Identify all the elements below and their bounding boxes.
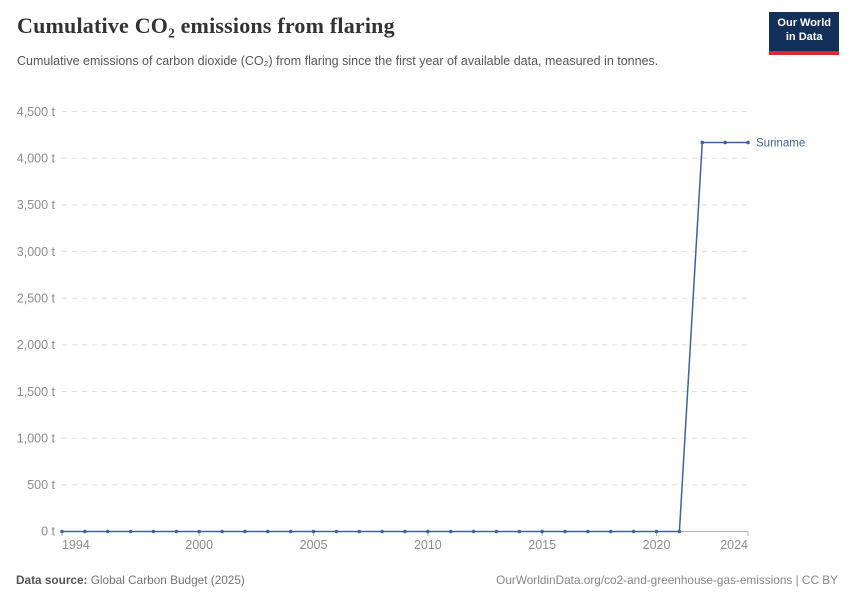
data-point[interactable] xyxy=(403,529,407,534)
chart-subtitle: Cumulative emissions of carbon dioxide (… xyxy=(17,54,659,68)
data-point[interactable] xyxy=(700,140,705,145)
data-point[interactable] xyxy=(60,529,64,534)
data-point[interactable] xyxy=(83,529,87,534)
x-tick-label: 2015 xyxy=(528,538,556,552)
x-tick-label: 2020 xyxy=(643,538,671,552)
data-point[interactable] xyxy=(357,529,362,534)
data-point[interactable] xyxy=(654,529,659,534)
y-tick-label: 1,500 t xyxy=(17,385,56,399)
data-source-value: Global Carbon Budget (2025) xyxy=(90,573,245,587)
data-point[interactable] xyxy=(197,529,201,534)
chart-title: Cumulative CO₂ emissions from flaring xyxy=(17,13,395,38)
data-point[interactable] xyxy=(471,529,476,534)
y-tick-label: 4,500 t xyxy=(17,105,56,119)
data-point[interactable] xyxy=(586,529,590,534)
data-point[interactable] xyxy=(151,529,156,534)
y-tick-label: 2,000 t xyxy=(17,338,56,352)
data-point[interactable] xyxy=(631,529,636,534)
x-tick-label: 2010 xyxy=(414,538,442,552)
data-point[interactable] xyxy=(494,529,499,534)
y-tick-label: 0 t xyxy=(41,525,55,539)
x-tick-label: 2005 xyxy=(300,538,328,552)
y-tick-label: 2,500 t xyxy=(17,291,56,305)
license-link[interactable]: OurWorldinData.org/co2-and-greenhouse-ga… xyxy=(496,573,838,587)
data-point[interactable] xyxy=(128,529,133,534)
data-point[interactable] xyxy=(243,529,247,534)
data-point[interactable] xyxy=(174,529,179,534)
data-point[interactable] xyxy=(723,140,727,145)
owid-logo[interactable]: Our World in Data xyxy=(769,12,839,55)
y-tick-label: 500 t xyxy=(27,478,55,492)
x-tick-label: 2000 xyxy=(185,538,213,552)
data-source-label: Data source: xyxy=(16,573,88,587)
series-label[interactable]: Suriname xyxy=(756,137,805,149)
data-point[interactable] xyxy=(380,529,384,534)
x-tick-label: 2024 xyxy=(720,538,748,552)
data-point[interactable] xyxy=(311,529,316,534)
y-tick-label: 4,000 t xyxy=(17,152,56,166)
data-point[interactable] xyxy=(609,529,613,534)
owid-logo-line2: in Data xyxy=(785,30,823,43)
x-tick-label: 1994 xyxy=(62,538,90,552)
y-tick-label: 1,000 t xyxy=(17,431,56,445)
data-point[interactable] xyxy=(105,529,110,534)
data-point[interactable] xyxy=(540,529,544,534)
data-point[interactable] xyxy=(563,529,567,534)
data-point[interactable] xyxy=(426,529,430,534)
trend-line xyxy=(62,141,748,533)
data-point[interactable] xyxy=(517,529,522,534)
owid-logo-line1: Our World xyxy=(777,17,831,29)
data-point[interactable] xyxy=(288,529,293,534)
data-point[interactable] xyxy=(334,529,339,534)
data-point[interactable] xyxy=(220,529,224,534)
data-point[interactable] xyxy=(266,529,270,534)
data-point[interactable] xyxy=(746,140,750,145)
data-point[interactable] xyxy=(448,529,453,534)
y-tick-label: 3,500 t xyxy=(17,198,56,212)
data-source: Data source: Global Carbon Budget (2025) xyxy=(16,573,245,587)
y-tick-label: 3,000 t xyxy=(17,245,56,259)
chart-footer: Data source: Global Carbon Budget (2025)… xyxy=(16,573,838,587)
data-point[interactable] xyxy=(677,529,682,534)
